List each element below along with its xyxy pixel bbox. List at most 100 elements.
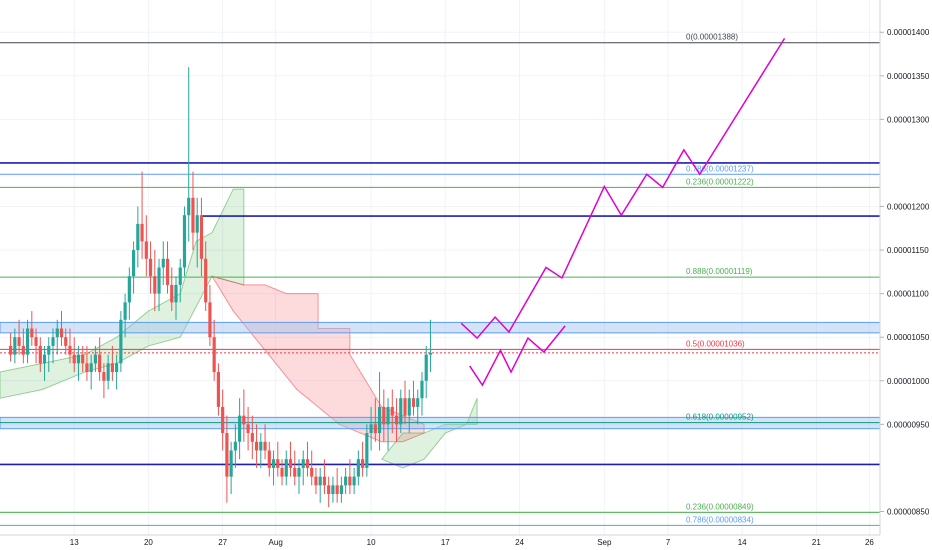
- candle-body: [110, 363, 114, 373]
- candle-body: [386, 406, 390, 425]
- candle-body: [428, 352, 433, 355]
- candle-body: [21, 345, 25, 355]
- time-tick-label: 10: [367, 538, 376, 547]
- time-tick-label: Aug: [269, 538, 283, 547]
- fib-level-label: 0.618(0.00000952): [686, 413, 754, 422]
- candle-body: [369, 424, 373, 434]
- time-axis: 13 20 27 Aug 10 17 24 Sep 7 14 21 26: [0, 534, 932, 550]
- candle-body: [331, 485, 335, 495]
- time-tick-label: 20: [144, 538, 153, 547]
- time-axis-bg: [0, 535, 932, 550]
- candle-body: [136, 223, 140, 251]
- candle-body: [38, 345, 42, 364]
- time-tick-label: 7: [666, 538, 671, 547]
- candle-body: [407, 398, 411, 416]
- candle-body: [254, 441, 259, 451]
- candle-body: [416, 398, 420, 407]
- price-tick-label: 0.00001000: [887, 377, 930, 386]
- candle-body: [64, 337, 68, 346]
- candle-body: [403, 398, 407, 416]
- candle-body: [310, 467, 314, 477]
- candle-body: [356, 459, 360, 477]
- price-tick-label: 0.00001050: [887, 333, 930, 342]
- fibonacci-levels: 0(0.00001388) 0.786(0.00001237) 0.236(0.00…: [0, 33, 880, 526]
- candle-body: [394, 415, 399, 425]
- candle-body: [161, 258, 165, 268]
- fib-level-label: 0.786(0.00001237): [686, 164, 754, 173]
- candle-body: [13, 337, 17, 355]
- fib-level-label: 0.786(0.00000834): [686, 515, 754, 524]
- candle-body: [187, 197, 191, 216]
- candle-body: [199, 215, 204, 259]
- price-projection-path: [460, 37, 786, 387]
- candle-body: [89, 363, 93, 373]
- candle-body: [191, 197, 195, 233]
- candle-body: [178, 267, 182, 285]
- price-tick-label: 0.00000850: [887, 507, 930, 516]
- price-tick-label: 0.00001400: [887, 28, 930, 37]
- candle-body: [225, 433, 229, 477]
- candle-body: [420, 380, 424, 399]
- time-tick-label: Sep: [597, 538, 612, 547]
- candle-body: [348, 476, 352, 486]
- candle-body: [293, 467, 297, 477]
- candle-body: [238, 415, 242, 442]
- price-axis-bg: [880, 0, 932, 550]
- candle-body: [399, 398, 403, 425]
- candle-body: [127, 276, 131, 303]
- candle-body: [204, 258, 208, 303]
- candle-body: [297, 467, 301, 477]
- time-tick-label: 27: [218, 538, 227, 547]
- candle-body: [284, 459, 288, 477]
- price-tick-label: 0.00001100: [887, 290, 929, 299]
- candle-body: [115, 363, 119, 373]
- candle-body: [17, 337, 21, 346]
- candle-body: [182, 215, 187, 268]
- candle-body: [250, 433, 254, 442]
- candle-body: [148, 258, 153, 277]
- cloud-bearish: [210, 275, 425, 443]
- candle-body: [132, 250, 136, 277]
- candle-body: [55, 328, 59, 338]
- time-tick-label: 14: [738, 538, 747, 547]
- candle-body: [144, 241, 148, 259]
- candle-body: [267, 450, 271, 468]
- candle-body: [216, 372, 220, 407]
- price-tick-label: 0.00001300: [887, 115, 930, 124]
- candlesticks: [9, 67, 433, 508]
- candle-body: [382, 406, 386, 425]
- time-tick-label: 24: [515, 538, 524, 547]
- candle-body: [106, 363, 110, 381]
- time-tick-label: 17: [441, 538, 450, 547]
- price-tick-label: 0.00001200: [887, 203, 930, 212]
- fib-level-label: 0.236(0.00000849): [686, 502, 754, 511]
- candle-body: [327, 485, 331, 495]
- projection-line-alt: [469, 325, 566, 387]
- candle-body: [373, 424, 377, 434]
- candle-body: [47, 345, 51, 355]
- candle-body: [352, 476, 356, 486]
- candle-body: [208, 302, 212, 338]
- candle-body: [98, 354, 102, 373]
- candle-body: [301, 459, 305, 468]
- price-zone: [0, 321, 881, 334]
- candle-body: [377, 406, 382, 434]
- candle-body: [174, 284, 178, 303]
- candle-body: [123, 302, 127, 320]
- candle-body: [72, 354, 76, 364]
- fib-level-label: 0(0.00001388): [686, 33, 738, 42]
- candle-body: [339, 485, 343, 495]
- candle-body: [119, 319, 123, 364]
- candle-body: [221, 406, 225, 434]
- candle-body: [424, 354, 428, 381]
- candle-body: [318, 476, 322, 486]
- price-tick-label: 0.00000950: [887, 420, 930, 429]
- fib-level-label: 0.888(0.00001119): [686, 267, 753, 276]
- candle-body: [233, 441, 237, 451]
- candle-body: [335, 485, 339, 495]
- candle-body: [305, 459, 310, 468]
- candle-body: [42, 354, 47, 364]
- candle-body: [276, 459, 280, 468]
- candle-body: [9, 345, 13, 355]
